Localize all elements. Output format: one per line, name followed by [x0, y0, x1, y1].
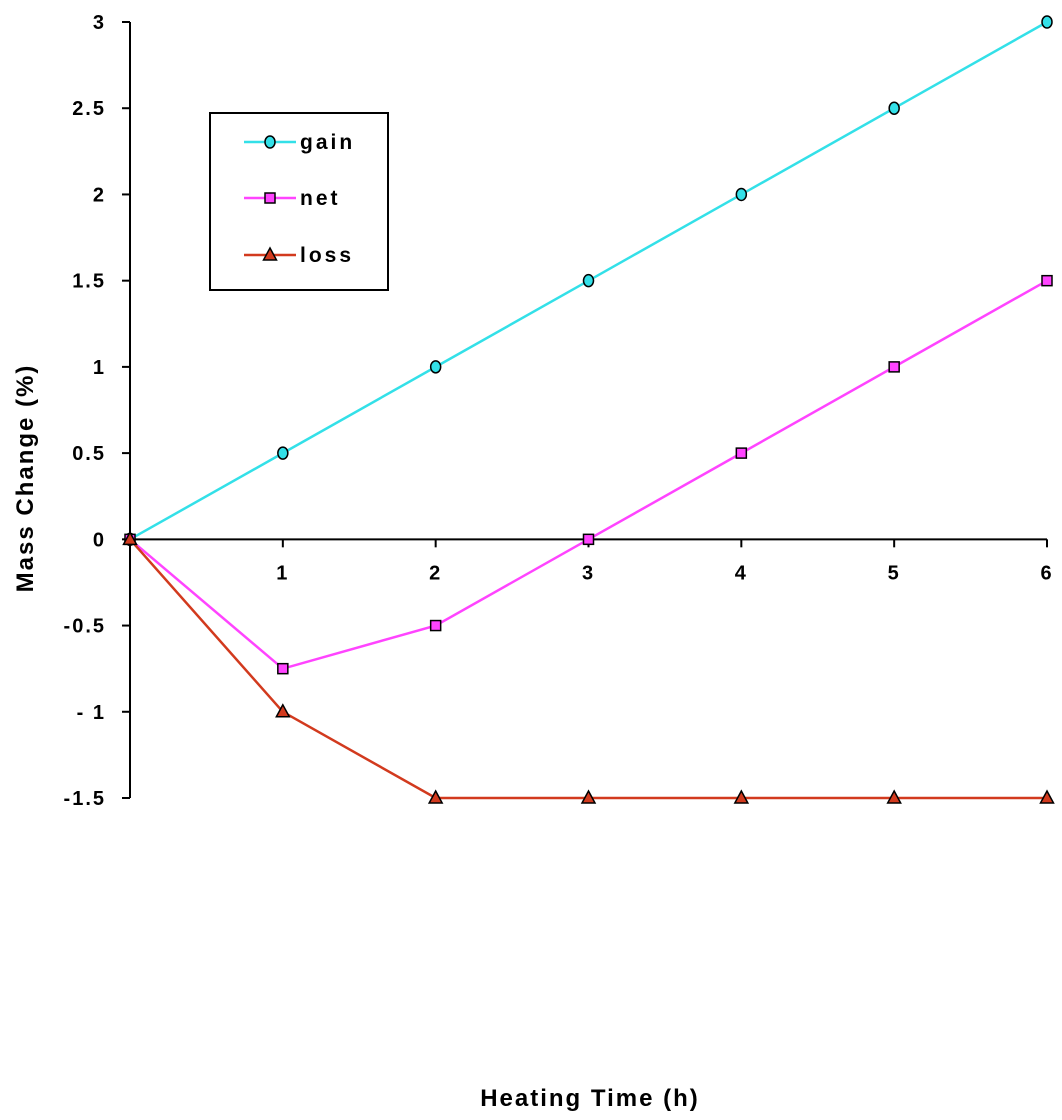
x-tick-label: 3 — [582, 562, 595, 584]
y-tick-label: 1.5 — [72, 271, 106, 293]
axes: -1.5 - 1 -0.5 0 0.5 1 1.5 2 2.5 3 1 2 3 4 5 6 — [64, 12, 1053, 810]
data-point-net — [735, 447, 748, 459]
legend-marker-net — [264, 192, 276, 204]
data-point-loss — [427, 789, 444, 804]
data-point-loss — [122, 530, 138, 546]
data-point-gain — [429, 360, 442, 374]
y-tick-label: 1 — [93, 357, 106, 379]
y-tick-label: 0.5 — [72, 443, 106, 465]
x-axis-title: Heating Time (h) — [480, 1085, 700, 1112]
data-point-gain — [735, 187, 748, 202]
data-point-loss — [886, 789, 902, 804]
data-point-gain — [582, 273, 595, 288]
data-point-net — [1041, 274, 1053, 287]
y-axis-title: Mass Change (%) — [12, 364, 39, 593]
x-tick-label: 2 — [429, 562, 442, 584]
data-point-loss — [1039, 789, 1055, 804]
legend-marker-loss — [262, 246, 278, 261]
data-point-gain — [1041, 15, 1053, 29]
y-tick-label: - 1 — [77, 702, 106, 724]
data-point-gain — [888, 101, 900, 115]
legend: gain net loss — [209, 112, 389, 291]
y-tick-label: 3 — [93, 12, 106, 34]
data-point-net — [582, 533, 595, 546]
y-tick-label: -0.5 — [64, 616, 106, 638]
x-tick-label: 4 — [735, 562, 748, 584]
x-tick-label: 6 — [1040, 562, 1053, 584]
data-point-net — [277, 662, 289, 675]
legend-label-gain: gain — [300, 131, 355, 154]
x-tick-label: 1 — [276, 562, 289, 584]
y-tick-label: -1.5 — [64, 788, 106, 810]
y-tick-label: 0 — [93, 529, 106, 551]
legend-label-loss: loss — [300, 244, 354, 267]
data-point-net — [429, 619, 442, 632]
x-tick-label: 5 — [888, 562, 901, 584]
data-point-loss — [580, 789, 597, 804]
y-tick-label: 2 — [93, 184, 106, 206]
data-point-loss — [733, 789, 750, 804]
series-line-net — [129, 279, 1048, 671]
data-point-net — [888, 361, 900, 373]
data-point-gain — [277, 446, 289, 460]
legend-label-net: net — [300, 187, 341, 210]
legend-marker-gain — [264, 135, 276, 149]
data-point-loss — [275, 703, 291, 718]
series-markers — [122, 15, 1055, 804]
legend-box — [209, 112, 389, 291]
y-tick-label: 2.5 — [72, 98, 106, 120]
